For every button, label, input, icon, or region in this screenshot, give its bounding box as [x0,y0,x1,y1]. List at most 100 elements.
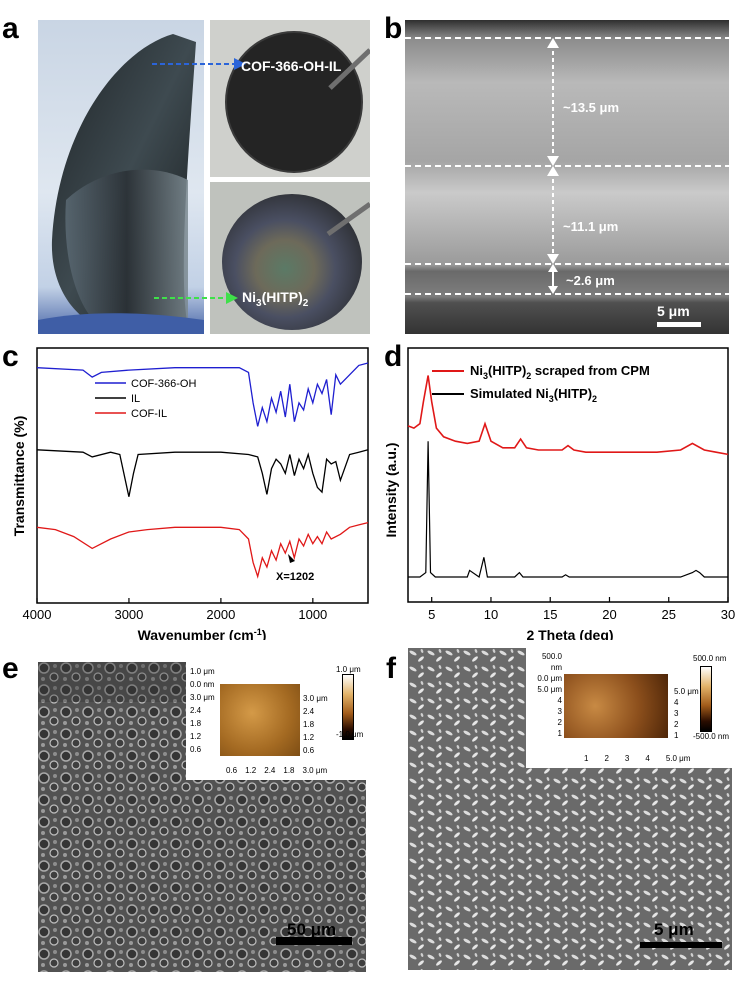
afm-bottom-axis-f: 1 2 3 4 5.0 μm [584,754,690,763]
scale-bar-label-b: 5 μm [657,303,690,319]
arrow-label-cof: COF-366-OH-IL [241,58,342,74]
afm-f-x-1: 1 [584,754,589,763]
ftir-xlabel-end: ) [262,627,267,640]
afm-f-ry-1: 1 [674,731,679,740]
afm-e-z-0: 0.0 nm [190,680,215,689]
afm-e-y-12: 1.2 [190,732,202,741]
afm-left-axis-e: 1.0 μm 0.0 nm 3.0 μm 2.4 1.8 1.2 0.6 [190,665,215,756]
afm-e-x-2: 1.2 [245,766,257,775]
colorbar-bottom-e: -1.0 μm [336,730,364,739]
ftir-legend-il: IL [131,393,140,405]
xrd-legend-1-mid: (HITP) [488,363,526,378]
afm-left-axis-f: 500.0 nm 0.0 μm 5.0 μm 4 3 2 1 [530,651,562,739]
arrow-top-icon [152,58,246,70]
panel-letter-f: f [386,652,396,685]
xrd-legend-2: Simulated Ni3(HITP)2 [470,386,597,404]
afm-f-y-5: 5.0 μm [537,685,562,694]
panel-letter-d: d [384,340,403,373]
xrd-xlabel: 2 Theta (deg) [526,627,613,640]
colorbar-f [700,666,712,732]
ftir-ylabel: Transmittance (%) [11,416,27,537]
afm-e-x-1: 0.6 [226,766,238,775]
annotation-arrow-icon [288,554,295,563]
afm-e-ry-06: 0.6 [303,746,315,755]
cross-section-sem [405,20,729,334]
panel-letter-b: b [384,12,403,45]
xrd-legend-2-mid: (HITP) [554,386,592,401]
afm-right-axis-e: 3.0 μm 2.4 1.8 1.2 0.6 [303,692,328,757]
afm-f-ry-2: 2 [674,720,679,729]
arrow-label-ni: Ni3(HITP)2 [242,289,308,309]
panel-letter-c: c [2,340,19,373]
colorbar-top-f: 500.0 nm [693,654,727,663]
ftir-chart: 4000 3000 2000 1000 COF-366-OH IL COF-IL X=… [11,347,369,640]
ftir-xlabel: Wavenumber (cm-1) [138,627,267,640]
ftir-xtick-label: 4000 [23,607,52,622]
afm-e-y-24: 2.4 [190,706,202,715]
thickness-label-1: ~13.5 μm [563,100,620,115]
afm-e-x-5: 3.0 μm [302,766,328,775]
ftir-xtick-label: 3000 [114,607,143,622]
xrd-legend-1-sub2: 2 [526,371,531,381]
ftir-plot-frame [36,347,369,604]
panel-letter-a: a [2,12,19,45]
afm-f-ry-3: 3 [674,709,679,718]
afm-e-ry-30: 3.0 μm [303,694,328,703]
ftir-xtick-label: 2000 [206,607,235,622]
afm-right-axis-f: 5.0 μm 4 3 2 1 [674,686,699,741]
afm-f-x-3: 3 [624,754,630,763]
ftir-series-line [36,449,369,497]
xrd-legend-1-post: scraped from CPM [531,363,649,378]
afm-f-ry-4: 4 [674,698,679,707]
afm-e-ry-24: 2.4 [303,707,315,716]
thickness-label-3: ~2.6 μm [566,273,615,288]
ftir-xtick-label: 1000 [298,607,327,622]
ni-hitp-membrane-photo [210,182,370,334]
afm-f-ry-5: 5.0 μm [674,687,699,696]
afm-f-y-1: 1 [557,729,562,738]
colorbar-bottom-f: -500.0 nm [693,732,730,741]
xrd-xtick-label: 25 [662,607,676,622]
ftir-xlabel-main: Wavenumber (cm [138,627,254,640]
afm-e-ry-18: 1.8 [303,720,315,729]
afm-f-z-top: 500.0 nm [541,652,562,672]
ftir-series-line [36,362,369,427]
xrd-legend-2-sub2: 2 [592,394,597,404]
flexible-membrane-photo [38,20,204,334]
ni-sub: 3 [256,297,262,309]
colorbar-e [342,674,354,740]
ftir-series-line [36,521,369,579]
afm-inset-f [526,648,732,768]
ftir-legend-cof366: COF-366-OH [131,378,196,390]
xrd-series-line [407,375,729,456]
afm-f-x-2: 2 [604,754,609,763]
ftir-annotation: X=1202 [276,571,314,583]
arrow-bottom-icon [154,292,238,304]
hitp-text: (HITP) [261,289,303,305]
afm-f-z-0: 0.0 μm [537,674,562,683]
ni-text: Ni [242,289,256,305]
xrd-xtick-label: 5 [428,607,435,622]
scale-bar-label-f: 5 μm [654,920,694,939]
afm-f-y-3: 3 [557,707,562,716]
ftir-xlabel-sup: -1 [254,627,262,637]
afm-e-x-4: 1.8 [283,766,295,775]
thickness-label-2: ~11.1 μm [563,219,619,234]
panel-letter-e: e [2,652,19,685]
xrd-legend-1-pre: Ni [470,363,483,378]
ftir-legend-cof-il: COF-IL [131,408,167,420]
xrd-xtick-label: 20 [602,607,616,622]
afm-surface-e [220,684,300,756]
afm-f-x-5: 5.0 μm [665,754,691,763]
scale-bar-label-e: 50 μm [287,920,337,939]
xrd-xtick-label: 30 [721,607,735,622]
afm-e-z-top: 1.0 μm [190,667,215,676]
afm-e-y-06: 0.6 [190,745,202,754]
afm-bottom-axis-e: 0.6 1.2 2.4 1.8 3.0 μm [226,766,327,775]
xrd-legend-2-sub: 3 [549,394,554,404]
xrd-ylabel: Intensity (a.u.) [383,443,399,538]
cof-membrane-photo [210,20,370,177]
afm-e-ry-12: 1.2 [303,733,315,742]
colorbar-top-e: 1.0 μm [336,665,361,674]
afm-surface-f [564,674,668,738]
